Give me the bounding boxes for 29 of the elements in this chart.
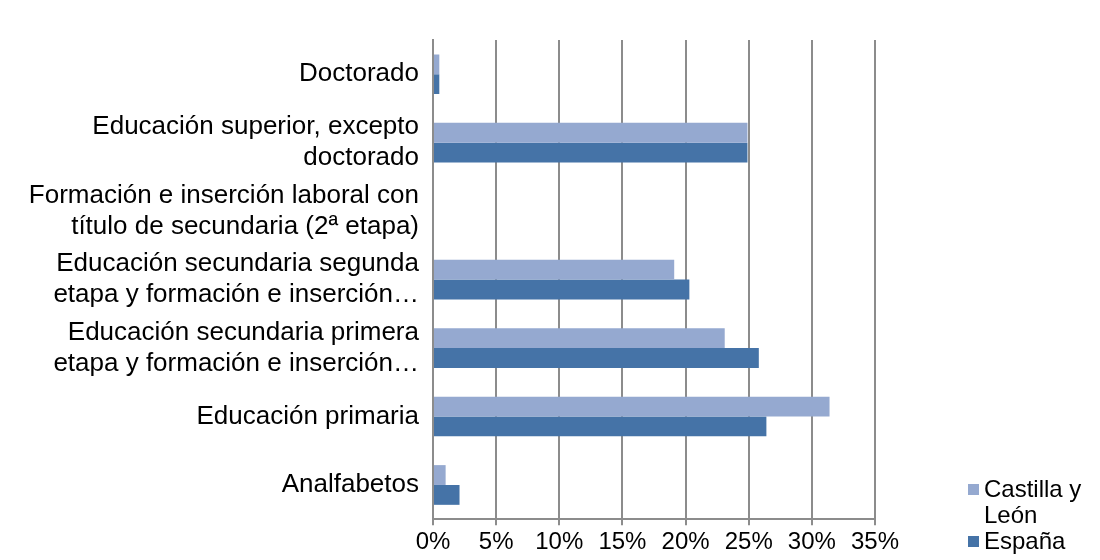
bar [434,416,767,437]
x-tick-label: 5% [478,527,514,555]
bar [434,328,725,349]
y-tick-label: Educación secundaria segunda etapa y formación e inserción… [53,247,420,309]
x-tick-label: 30% [787,527,836,555]
bar [434,396,830,417]
x-tick-label: 0% [415,527,451,555]
bar [434,348,759,368]
bar [434,74,440,95]
y-tick-label: Doctorado [299,57,419,88]
y-tick-label: Formación e inserción laboral con título de secundaria (2ª etapa) [28,178,419,240]
x-tick-label: 35% [850,527,900,555]
bar [434,484,460,505]
bar [434,259,675,280]
legend-label: España [984,527,1066,554]
y-tick-label: Analfabetos [281,468,419,499]
bar [434,142,748,163]
bar [434,279,690,300]
legend-label: Castilla y León [984,475,1083,528]
y-tick-label: Educación secundaria primera etapa y formación e inserción… [53,315,420,377]
bar [434,122,748,143]
x-tick-label: 10% [535,527,584,555]
x-tick-label: 20% [661,527,710,555]
bar [434,54,440,75]
x-tick-label: 15% [598,527,647,555]
bar [434,465,446,485]
y-tick-label: Educación superior, excepto doctorado [92,110,419,172]
x-tick-label: 25% [724,527,773,555]
y-tick-label: Educación primaria [196,399,420,430]
